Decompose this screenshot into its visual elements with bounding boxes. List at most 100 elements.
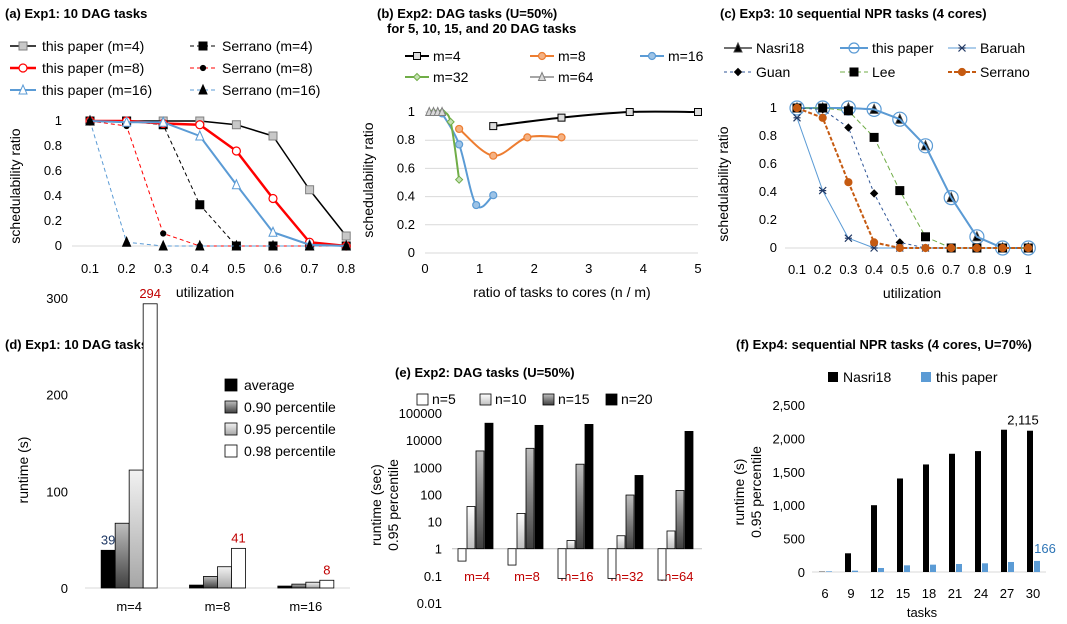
data-point	[158, 239, 168, 251]
y-tick-label: 0.6	[397, 160, 415, 175]
data-point	[793, 113, 801, 122]
legend-swatch	[224, 378, 238, 392]
x-tick-label: m=32	[611, 569, 644, 584]
y-tick-label: 0.6	[759, 156, 777, 171]
data-point	[341, 231, 351, 241]
x-tick-label: m=64	[661, 569, 694, 584]
x-tick-label: 2	[531, 261, 538, 276]
legend-marker	[733, 67, 743, 77]
data-point	[195, 129, 205, 141]
bar-n-15-m-8	[525, 447, 535, 550]
data-point	[921, 232, 930, 242]
bar-average-m-16	[277, 585, 293, 589]
bar-n-10-m-32	[616, 535, 626, 550]
legend-marker	[958, 44, 966, 52]
x-tick-label: 0.5	[227, 261, 245, 276]
x-tick-label: 0.7	[301, 261, 319, 276]
series-serrano: Serrano	[792, 64, 1033, 253]
data-point	[866, 101, 882, 118]
series-this-paper-m-16: this paper (m=16)	[10, 82, 351, 251]
series-line	[797, 107, 1029, 249]
legend-label: m=32	[433, 69, 469, 85]
y-tick-label: 0.8	[759, 128, 777, 143]
data-point	[268, 239, 278, 251]
bar-nasri18-9	[845, 553, 851, 572]
legend-marker	[537, 51, 547, 61]
y-tick-label: 0.6	[44, 163, 62, 178]
legend-label: n=20	[621, 391, 653, 407]
legend-marker	[537, 71, 547, 81]
x-tick-label: 0.8	[337, 261, 355, 276]
y-tick-label: 0	[61, 581, 68, 596]
bar-0-90-percentile-m-16	[291, 583, 307, 589]
bar-n-5-m-4	[457, 548, 467, 562]
bar-this-paper-24	[982, 563, 988, 572]
y-tick-label: 200	[46, 388, 68, 403]
legend-swatch	[605, 393, 618, 406]
data-point	[489, 191, 498, 200]
data-point	[892, 111, 908, 127]
series-line	[797, 107, 1029, 249]
legend-label: Serrano (m=4)	[222, 38, 313, 54]
chart-subtitle: for 5, 10, 15, and 20 DAG tasks	[387, 21, 576, 36]
x-tick-label: 1	[1025, 262, 1032, 277]
bar-this-paper-9	[852, 570, 858, 572]
data-point	[160, 230, 167, 237]
legend-label: this paper	[872, 40, 934, 56]
legend-marker	[647, 51, 657, 61]
legend-marker	[412, 72, 422, 82]
series-line	[796, 107, 1029, 249]
bar-n-15-m-64	[675, 490, 685, 550]
x-tick-label: 0.3	[839, 262, 857, 277]
x-tick-label: 0.8	[968, 262, 986, 277]
bar-n-5-m-8	[507, 548, 517, 566]
data-point	[195, 239, 205, 251]
legend-label: n=10	[495, 391, 527, 407]
x-axis-label: utilization	[176, 284, 234, 300]
data-point	[1024, 243, 1033, 253]
bar-n-5-m-16	[557, 548, 567, 579]
x-tick-label: 0.2	[814, 262, 832, 277]
y-tick-label: 0	[408, 245, 415, 260]
data-point	[818, 186, 827, 195]
x-tick-label: 12	[870, 586, 884, 601]
data-point	[121, 236, 132, 247]
data-point	[694, 108, 702, 116]
legend-label: Serrano	[980, 64, 1030, 80]
data-point	[455, 124, 464, 134]
bar-0-90-percentile-m-4	[114, 522, 130, 589]
data-point	[472, 200, 481, 210]
data-point	[304, 239, 315, 251]
bar-nasri18-15	[897, 478, 903, 572]
y-tick-label: 100	[46, 484, 68, 499]
legend-marker	[198, 83, 208, 95]
data-point	[943, 190, 959, 206]
data-point	[523, 133, 532, 142]
y-tick-label: 1	[408, 104, 415, 119]
legend-label: 0.90 percentile	[244, 399, 336, 415]
series-m-8: m=8	[455, 48, 586, 160]
data-point	[231, 178, 242, 190]
bar-n-20-m-32	[634, 475, 644, 550]
data-label: 166	[1034, 541, 1056, 556]
data-point	[268, 131, 278, 141]
data-point	[818, 103, 828, 113]
series-line	[796, 117, 1029, 249]
legend-label: this paper (m=16)	[42, 82, 152, 98]
y-tick-label: 2,500	[772, 398, 805, 413]
y-tick-label: 0	[55, 238, 62, 253]
data-point	[305, 185, 315, 195]
x-axis-label: ratio of tasks to cores (n / m)	[473, 284, 650, 300]
data-point	[917, 138, 934, 154]
bar-n-20-m-16	[584, 424, 594, 550]
bar-this-paper-6	[826, 571, 832, 572]
y-tick-label: 0.4	[397, 189, 415, 204]
bar-this-paper-12	[878, 567, 884, 572]
bar-0-98-percentile-m-16	[319, 579, 335, 589]
data-point	[844, 234, 853, 243]
data-point	[231, 239, 242, 251]
x-axis-label: tasks	[907, 605, 938, 620]
series-line	[89, 120, 347, 247]
bar-this-paper-27	[1008, 561, 1014, 572]
y-tick-label: 0.4	[44, 188, 62, 203]
